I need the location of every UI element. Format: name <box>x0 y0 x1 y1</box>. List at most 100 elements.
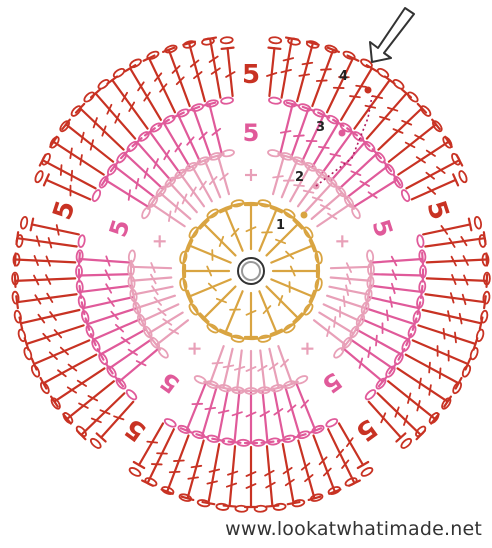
dc-stitch <box>143 127 156 137</box>
treble-stitch <box>380 412 387 424</box>
dc-stitch <box>208 176 218 186</box>
dc-stitch <box>201 384 219 438</box>
five-stitch-group-mark: 5 <box>242 60 260 90</box>
chain-stitch <box>196 156 210 166</box>
dc-stitch <box>105 255 111 267</box>
chain-stitch <box>19 215 29 230</box>
start-arrow-icon <box>369 7 415 63</box>
chain-stitch <box>162 114 176 125</box>
treble-stitch <box>228 445 237 508</box>
chain-stitch <box>12 252 21 267</box>
treble-stitch <box>18 316 24 331</box>
chain-stitch <box>70 105 82 117</box>
chain-stitch <box>420 105 432 117</box>
dc-stitch <box>304 181 334 214</box>
dc-stitch <box>181 193 188 205</box>
dc-stitch <box>114 323 125 333</box>
treble-stitch <box>79 154 83 166</box>
dc-stitch <box>104 178 151 209</box>
dc-stitch <box>385 309 389 322</box>
dc-stitch <box>77 251 81 267</box>
round-label-2: 2 <box>295 170 304 185</box>
chain-stitch <box>432 120 443 133</box>
treble-stitch <box>89 139 95 151</box>
five-stitch-group-mark: 5 <box>350 412 382 447</box>
dc-stitch <box>151 285 159 296</box>
treble-stitch <box>425 149 436 157</box>
chain-stitch <box>279 152 294 161</box>
chain-stitch <box>62 412 74 424</box>
chain-stitch <box>287 37 301 46</box>
dc-stitch <box>294 381 317 432</box>
chain-stitch <box>115 377 127 390</box>
treble-stitch <box>35 235 41 247</box>
dc-stitch <box>345 165 389 200</box>
dc-stitch <box>259 410 270 418</box>
dc-stitch <box>168 181 198 214</box>
dc-stitch <box>326 325 331 338</box>
chain-stitch <box>304 161 317 172</box>
chain-stitch <box>149 336 161 349</box>
dc-stitch <box>234 365 246 371</box>
chain-stitch <box>384 163 396 176</box>
treble-stitch <box>37 313 46 324</box>
dc-stitch <box>346 127 359 137</box>
chain-stitch <box>400 189 411 203</box>
chain-stitch <box>325 418 339 428</box>
chain-stitch <box>351 206 361 220</box>
treble-stitch <box>186 439 205 500</box>
treble-stitch <box>340 67 373 121</box>
dc-stitch <box>233 389 241 444</box>
chain-stitch <box>98 352 109 366</box>
chain-stitch <box>11 271 20 286</box>
treble-stitch <box>154 72 163 82</box>
dc-stitch <box>208 103 224 156</box>
treble-stitch <box>66 386 77 394</box>
treble-stitch <box>458 312 463 325</box>
chain-stitch <box>461 364 472 378</box>
dc-stitch <box>127 189 131 201</box>
dc-stitch <box>162 318 173 326</box>
chain-stitch <box>185 161 198 172</box>
dc-stitch <box>325 294 367 310</box>
dc-stitch <box>316 202 352 228</box>
dc-stitch <box>108 337 154 370</box>
chain-stitch <box>283 99 297 108</box>
dc-stitch <box>186 289 194 303</box>
treble-stitch <box>64 123 115 163</box>
treble-stitch <box>225 71 236 78</box>
dc-stitch <box>148 130 182 176</box>
chain-stitch <box>155 185 167 198</box>
chain-stitch <box>268 36 283 45</box>
dc-stitch <box>217 409 230 414</box>
treble-stitch <box>193 71 203 80</box>
treble-stitch <box>16 237 78 248</box>
treble-stitch <box>111 78 149 130</box>
chain-stitch <box>176 108 190 118</box>
treble-stitch <box>106 103 113 115</box>
dc-stitch <box>132 285 174 296</box>
chain-stitch <box>312 108 326 118</box>
treble-stitch <box>452 173 460 187</box>
treble-stitch <box>57 369 67 378</box>
chain-stitch <box>473 215 483 230</box>
chain-stitch <box>296 430 311 440</box>
dc-stitch <box>219 172 229 181</box>
treble-stitch <box>410 178 457 201</box>
dc-stitch <box>411 317 418 331</box>
treble-stitch <box>143 91 151 102</box>
dc-stitch <box>216 154 231 196</box>
dc-stitch <box>300 399 310 409</box>
dc-stitch <box>301 105 316 112</box>
treble-stitch <box>485 252 489 267</box>
treble-stitch <box>416 400 421 412</box>
chain-stitch <box>142 325 153 339</box>
treble-stitch <box>349 95 361 99</box>
dc-stitch <box>283 384 301 438</box>
chain-stitch <box>98 175 109 189</box>
treble-stitch <box>404 141 416 149</box>
dc-stitch <box>366 287 371 302</box>
dc-stitch <box>78 257 133 264</box>
treble-stitch <box>407 392 412 404</box>
chain-stitch <box>270 384 284 393</box>
